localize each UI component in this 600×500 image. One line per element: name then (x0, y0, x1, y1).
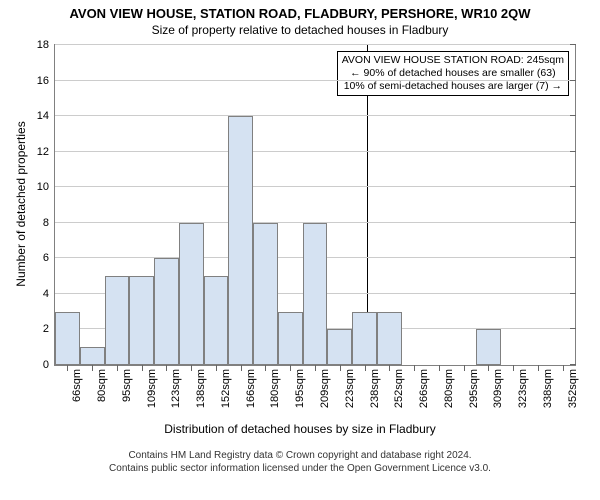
x-tick-mark (191, 365, 192, 371)
x-tick-mark (241, 365, 242, 371)
x-tick-label: 295sqm (468, 369, 480, 408)
x-tick-label: 352sqm (567, 369, 579, 408)
chart-subtitle: Size of property relative to detached ho… (0, 21, 600, 37)
x-tick-mark (414, 365, 415, 371)
x-tick-label: 180sqm (269, 369, 281, 408)
gridline (55, 44, 575, 45)
bar (278, 312, 303, 365)
y-tick-mark (570, 364, 576, 365)
y-tick-mark (570, 44, 576, 45)
annotation-line: 10% of semi-detached houses are larger (… (342, 80, 564, 93)
bar (154, 258, 179, 365)
y-tick-mark (570, 115, 576, 116)
x-tick-label: 166sqm (245, 369, 257, 408)
bar (228, 116, 253, 365)
y-tick-label: 0 (43, 359, 55, 371)
annotation-box: AVON VIEW HOUSE STATION ROAD: 245sqm← 90… (337, 51, 569, 96)
x-tick-mark (92, 365, 93, 371)
x-tick-mark (142, 365, 143, 371)
y-tick-mark (570, 293, 576, 294)
x-tick-label: 109sqm (146, 369, 158, 408)
x-tick-mark (265, 365, 266, 371)
bar (327, 329, 352, 365)
y-tick-label: 4 (43, 288, 55, 300)
y-axis-label: Number of detached properties (14, 121, 28, 286)
gridline (55, 80, 575, 81)
bar (476, 329, 501, 365)
plot-area: AVON VIEW HOUSE STATION ROAD: 245sqm← 90… (54, 44, 576, 366)
x-tick-mark (315, 365, 316, 371)
x-tick-label: 209sqm (319, 369, 331, 408)
x-tick-mark (117, 365, 118, 371)
bar (129, 276, 154, 365)
y-tick-mark (570, 80, 576, 81)
y-tick-mark (570, 151, 576, 152)
x-tick-mark (216, 365, 217, 371)
y-tick-mark (570, 222, 576, 223)
x-tick-label: 323sqm (517, 369, 529, 408)
bar (55, 312, 80, 365)
x-tick-label: 266sqm (418, 369, 430, 408)
x-tick-mark (538, 365, 539, 371)
gridline (55, 151, 575, 152)
bar (179, 223, 204, 365)
y-tick-mark (570, 257, 576, 258)
y-tick-label: 14 (37, 110, 55, 122)
x-tick-label: 280sqm (443, 369, 455, 408)
chart-title: AVON VIEW HOUSE, STATION ROAD, FLADBURY,… (0, 0, 600, 21)
bar (352, 312, 377, 365)
footer-line: Contains HM Land Registry data © Crown c… (0, 450, 600, 463)
gridline (55, 186, 575, 187)
y-tick-mark (570, 328, 576, 329)
x-tick-mark (464, 365, 465, 371)
chart-container: AVON VIEW HOUSE, STATION ROAD, FLADBURY,… (0, 0, 600, 500)
y-tick-label: 18 (37, 39, 55, 51)
bar (377, 312, 402, 365)
bar (204, 276, 229, 365)
x-tick-label: 252sqm (393, 369, 405, 408)
x-tick-label: 223sqm (344, 369, 356, 408)
x-tick-label: 238sqm (369, 369, 381, 408)
y-tick-label: 10 (37, 181, 55, 193)
y-tick-label: 16 (37, 75, 55, 87)
x-tick-mark (488, 365, 489, 371)
y-tick-label: 2 (43, 323, 55, 335)
y-tick-label: 6 (43, 252, 55, 264)
y-tick-label: 12 (37, 146, 55, 158)
x-tick-label: 309sqm (492, 369, 504, 408)
bar (253, 223, 278, 365)
annotation-line: ← 90% of detached houses are smaller (63… (342, 67, 564, 80)
bar (80, 347, 105, 365)
x-tick-mark (166, 365, 167, 371)
footer-text: Contains HM Land Registry data © Crown c… (0, 450, 600, 475)
x-tick-label: 338sqm (542, 369, 554, 408)
x-tick-label: 66sqm (71, 369, 83, 402)
x-axis-label: Distribution of detached houses by size … (0, 422, 600, 436)
x-tick-label: 123sqm (170, 369, 182, 408)
x-tick-label: 152sqm (220, 369, 232, 408)
x-tick-mark (67, 365, 68, 371)
x-tick-label: 95sqm (121, 369, 133, 402)
y-tick-mark (570, 186, 576, 187)
footer-line: Contains public sector information licen… (0, 463, 600, 476)
bar (105, 276, 130, 365)
bar (303, 223, 328, 365)
x-tick-label: 80sqm (96, 369, 108, 402)
x-tick-mark (340, 365, 341, 371)
x-tick-mark (389, 365, 390, 371)
x-tick-mark (365, 365, 366, 371)
x-tick-mark (439, 365, 440, 371)
x-tick-label: 138sqm (195, 369, 207, 408)
y-tick-label: 8 (43, 217, 55, 229)
x-tick-mark (513, 365, 514, 371)
annotation-line: AVON VIEW HOUSE STATION ROAD: 245sqm (342, 54, 564, 67)
x-tick-label: 195sqm (294, 369, 306, 408)
gridline (55, 115, 575, 116)
x-tick-mark (563, 365, 564, 371)
x-tick-mark (290, 365, 291, 371)
